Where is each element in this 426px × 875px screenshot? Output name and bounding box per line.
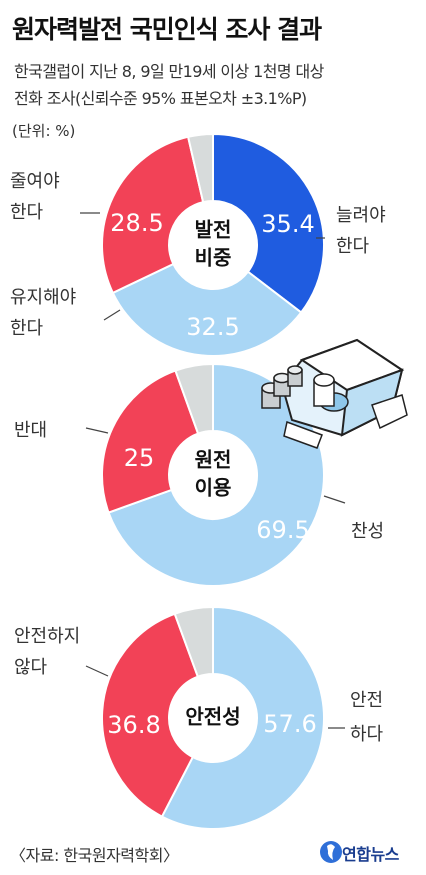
chart-center-label: 이용 — [195, 476, 232, 500]
slice-category-label: 유지해야 — [10, 287, 76, 308]
slice-value-label: 35.4 — [261, 210, 314, 238]
slice-value-label: 25 — [124, 444, 155, 472]
pie-slice — [101, 135, 205, 295]
slice-category-label: 않다 — [14, 657, 48, 678]
pie-slice — [174, 362, 214, 435]
source-note: 〈자료: 한국원자력학회〉 — [10, 846, 179, 865]
subtitle-line-1: 한국갤럽이 지난 8, 9일 만19세 이상 1천명 대상 — [14, 62, 324, 81]
slice-category-label: 안전 — [350, 690, 383, 711]
unit-label: (단위: %) — [12, 122, 76, 140]
slice-category-label: 한다 — [336, 236, 370, 257]
slice-value-label: 36.8 — [107, 711, 160, 739]
slice-category-label: 반대 — [14, 420, 47, 441]
pie-slice — [160, 605, 325, 830]
nuclear-plant-illustration — [261, 338, 408, 449]
chart-center-label: 원전 — [195, 448, 232, 472]
slice-category-label: 늘려야 — [336, 205, 386, 226]
slice-category-label: 줄여야 — [10, 171, 60, 192]
leader-line — [85, 665, 109, 677]
leader-line — [323, 495, 346, 504]
yonhap-logo-icon — [320, 841, 342, 863]
leader-line — [103, 309, 121, 321]
pie-slice — [173, 605, 214, 678]
brand-name: 연합뉴스 — [342, 845, 399, 864]
pie-slice — [101, 369, 200, 514]
leader-line — [85, 427, 109, 434]
slice-value-label: 57.6 — [263, 710, 316, 738]
slice-value-label: 32.5 — [186, 313, 239, 341]
chart-center-label: 비중 — [195, 246, 232, 270]
subtitle-line-2: 전화 조사(신뢰수준 95% 표본오차 ±3.1%P) — [14, 89, 307, 108]
slice-category-label: 한다 — [10, 202, 44, 223]
slice-category-label: 한다 — [10, 318, 44, 339]
chart-center-label: 안전성 — [185, 705, 240, 729]
pie-slice — [186, 132, 214, 204]
slice-value-label: 69.5 — [256, 516, 309, 544]
pie-slice — [111, 262, 303, 357]
slice-category-label: 안전하지 — [14, 626, 80, 647]
pie-slice — [101, 612, 200, 818]
slice-category-label: 하다 — [350, 724, 384, 745]
slice-value-label: 28.5 — [110, 209, 163, 237]
chart-center-label: 발전 — [195, 218, 232, 242]
pie-slice — [212, 132, 325, 314]
page-title: 원자력발전 국민인식 조사 결과 — [12, 15, 322, 44]
slice-category-label: 찬성 — [351, 521, 384, 542]
